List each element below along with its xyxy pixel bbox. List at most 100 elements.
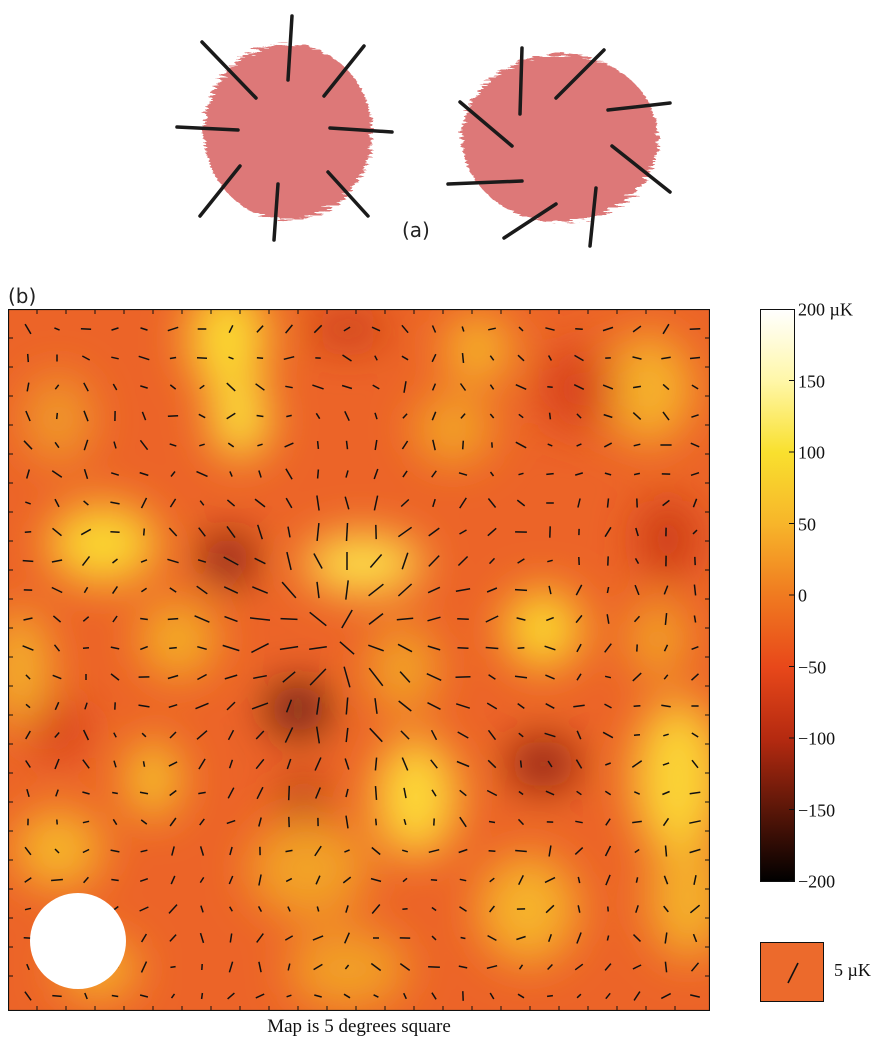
polarization-bar bbox=[576, 790, 582, 796]
polarization-bar bbox=[545, 703, 555, 709]
polarization-bar bbox=[661, 356, 671, 360]
polarization-bar bbox=[111, 878, 119, 882]
polarization-bar bbox=[431, 411, 437, 421]
polarization-bar bbox=[632, 934, 642, 942]
polarization-bar bbox=[431, 383, 437, 391]
polarization-bar bbox=[516, 935, 526, 941]
polarization-bar bbox=[603, 413, 613, 419]
polarization-bar bbox=[663, 585, 669, 595]
polarization-bar bbox=[606, 586, 610, 594]
polarization-bar bbox=[431, 325, 437, 333]
polarization-bar bbox=[548, 585, 552, 595]
temperature-blob bbox=[248, 819, 368, 919]
polarization-bar bbox=[51, 470, 63, 478]
polarization-bar bbox=[547, 934, 553, 942]
polarization-bar bbox=[139, 994, 149, 998]
polarization-bar bbox=[373, 994, 379, 998]
polarization-bar bbox=[486, 702, 498, 710]
polarization-bar bbox=[141, 411, 147, 421]
polarization-bar bbox=[370, 962, 382, 972]
polarization-bar bbox=[344, 849, 350, 853]
polarization-bar bbox=[83, 586, 89, 594]
polarization-bar bbox=[458, 848, 468, 854]
polarization-bar bbox=[54, 327, 60, 331]
colorbar-tick-label: −200 bbox=[798, 871, 836, 892]
polarization-bar bbox=[199, 932, 205, 944]
polarization-bar bbox=[604, 643, 612, 653]
polarization-bar bbox=[316, 523, 320, 541]
temperature-blob bbox=[268, 684, 328, 734]
polarization-bar bbox=[226, 525, 236, 539]
polarization-bar bbox=[223, 586, 239, 594]
polarization-bar bbox=[199, 500, 205, 506]
polarization-bar bbox=[576, 643, 582, 653]
polarization-bar bbox=[690, 471, 700, 477]
polarization-bar bbox=[344, 932, 350, 944]
colorbar-gradient bbox=[760, 309, 795, 882]
panel-b-label: (b) bbox=[8, 284, 37, 308]
polarization-bar bbox=[459, 497, 467, 509]
polarization-bar bbox=[344, 964, 350, 970]
polarization-bar bbox=[368, 613, 384, 625]
polarization-bar bbox=[345, 522, 349, 542]
polarization-bar bbox=[397, 583, 413, 597]
polarization-bar bbox=[633, 443, 641, 447]
polarization-bar bbox=[258, 470, 262, 478]
polarization-bar bbox=[401, 552, 409, 570]
temperature-blob bbox=[603, 334, 693, 444]
polarization-bar bbox=[371, 846, 381, 856]
polarization-bar bbox=[663, 644, 669, 652]
polarization-bar bbox=[518, 790, 524, 796]
polarization-bar bbox=[517, 818, 525, 826]
polarization-bar bbox=[489, 384, 495, 390]
polarization-bar bbox=[228, 759, 234, 769]
polarization-bar bbox=[518, 413, 524, 419]
polarization-bar bbox=[167, 617, 179, 621]
polarization-bar bbox=[459, 906, 467, 912]
polarization-bar bbox=[256, 524, 264, 540]
polarization-bar bbox=[82, 848, 90, 854]
temperature-blob bbox=[503, 589, 583, 669]
polarization-bar bbox=[140, 497, 148, 509]
polarization-bar bbox=[427, 586, 441, 594]
polarization-bar bbox=[26, 788, 30, 798]
polarization-bar bbox=[400, 730, 410, 740]
polarization-bar bbox=[634, 558, 640, 564]
polarization-bar bbox=[251, 642, 269, 654]
polarization-bar bbox=[169, 789, 177, 797]
polarization-bar bbox=[198, 527, 206, 537]
polarization-bar bbox=[428, 555, 440, 567]
polarization-bar bbox=[110, 673, 120, 681]
polarization-bar bbox=[371, 326, 381, 332]
polarization-bar bbox=[577, 905, 581, 913]
polarization-bar bbox=[343, 666, 351, 688]
polarization-bar bbox=[54, 758, 60, 770]
polarization-bar bbox=[345, 580, 349, 600]
polarization-bar bbox=[693, 584, 697, 596]
polarization-bar bbox=[663, 733, 669, 737]
colorbar-tick-label: 150 bbox=[798, 371, 825, 391]
polarization-bar bbox=[604, 845, 612, 857]
polarization-bar bbox=[662, 790, 670, 796]
polarization-bar bbox=[516, 617, 526, 621]
polarization-bar bbox=[401, 757, 409, 771]
polarization-bar bbox=[343, 326, 351, 332]
polarization-bar bbox=[111, 327, 119, 331]
polarization-bar bbox=[374, 412, 378, 420]
polarization-bar bbox=[604, 703, 612, 709]
polarization-bar bbox=[54, 384, 60, 390]
polarization-bar bbox=[53, 644, 61, 652]
panel-a-label: (a) bbox=[402, 218, 430, 242]
polarization-bar bbox=[545, 904, 555, 914]
polarization-bar bbox=[142, 761, 146, 767]
polarization-bar bbox=[55, 789, 59, 797]
polarization-bar bbox=[287, 906, 291, 912]
temperature-blob bbox=[188, 309, 268, 394]
polarization-bar bbox=[168, 761, 178, 767]
polarization-bar bbox=[662, 411, 670, 421]
polarization-bar bbox=[344, 496, 350, 510]
polarization-bar bbox=[51, 878, 63, 882]
polarization-bar bbox=[546, 994, 554, 998]
polarization-bar bbox=[139, 471, 149, 477]
polarization-bar bbox=[281, 581, 297, 599]
